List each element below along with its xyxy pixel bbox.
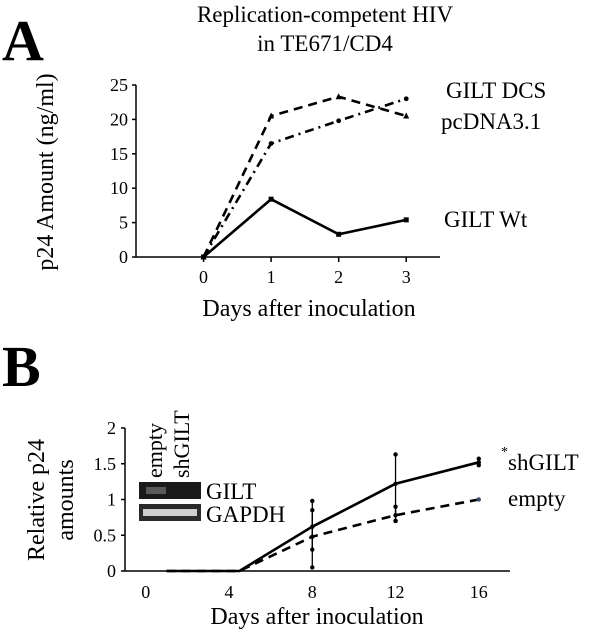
panel-a-x-tick: 0	[199, 267, 208, 287]
panel-b-y-tick: 1.5	[94, 454, 117, 474]
blot-gilt-band-highlight	[146, 487, 166, 494]
panel-b-point-empty	[310, 534, 315, 539]
panel-a-line-pcdna3-1	[202, 97, 407, 258]
panel-b-x-axis-label: Days after inoculation	[210, 604, 423, 630]
panel-b-x-tick: 16	[470, 582, 488, 602]
blot-band-label-gapdh: GAPDH	[206, 502, 285, 527]
panel-b-error-cap-empty	[393, 518, 398, 524]
panel-b-point-empty	[476, 497, 481, 502]
blot-lane-label-shgilt: shGILT	[169, 410, 194, 478]
panel-a-y-tick: 15	[110, 144, 128, 164]
panel-b-x-tick: 0	[141, 582, 150, 602]
panel-a-point-gilt-dcs	[268, 112, 275, 119]
panel-a-point-gilt-wt	[201, 254, 207, 260]
panel-a-x-tick: 1	[267, 267, 276, 287]
panel-a-point-gilt-wt	[403, 217, 409, 223]
panel-b-series-label-empty: empty	[508, 486, 566, 511]
panel-a-point-pcdna3-1	[403, 96, 409, 102]
panel-a-y-tick: 5	[119, 213, 128, 233]
blot-lane-label-empty: empty	[142, 423, 167, 478]
panel-b-y-tick: 0	[107, 561, 116, 581]
panel-a-point-pcdna3-1	[336, 118, 342, 124]
panel-b-point-shgilt	[393, 481, 398, 486]
blot-band-label-gilt: GILT	[206, 479, 256, 504]
panel-b-error-cap-shgilt	[476, 456, 481, 461]
panel-b-error-cap-shgilt	[310, 565, 315, 570]
panel-b-series-label-shgilt: shGILT	[508, 450, 579, 475]
panel-b-error-cap-empty	[310, 547, 315, 552]
panel-a: A Replication-competent HIV in TE671/CD4…	[2, 2, 546, 322]
panel-a-series-label-gilt-wt: GILT Wt	[444, 207, 528, 232]
panel-a-y-tick: 20	[110, 109, 128, 129]
panel-b-x-tick: 12	[387, 582, 405, 602]
panel-b-y-tick: 2	[107, 418, 116, 438]
panel-b-y-axis-label-line-2: amounts	[53, 459, 79, 540]
panel-a-point-gilt-dcs	[335, 93, 342, 100]
panel-a-point-gilt-wt	[336, 231, 342, 237]
panel-a-point-gilt-dcs	[403, 112, 410, 119]
panel-b-error-cap-empty	[310, 508, 315, 513]
panel-b: B Relative p24 amounts Days after inocul…	[2, 334, 579, 630]
blot-gapdh-band-signal	[143, 509, 197, 516]
panel-b-y-axis-label-line-1: Relative p24	[24, 439, 50, 561]
panel-a-title-line-2: in TE671/CD4	[257, 31, 393, 56]
panel-a-x-axis-label: Days after inoculation	[202, 296, 415, 322]
panel-b-x-tick: 8	[308, 582, 317, 602]
panel-b-y-tick: 1	[107, 490, 116, 510]
panel-a-title-line-1: Replication-competent HIV	[197, 2, 454, 27]
panel-b-significance-asterisk: *	[501, 445, 508, 460]
panel-a-point-gilt-wt	[268, 196, 274, 202]
panel-a-line-gilt-dcs	[202, 95, 407, 258]
panel-a-y-tick: 0	[119, 247, 128, 267]
panel-a-series-label-pcdna: pcDNA3.1	[441, 109, 541, 134]
panel-a-series-label-gilt-dcs: GILT DCS	[446, 78, 546, 103]
panel-a-letter: A	[2, 8, 44, 73]
panel-b-point-empty	[393, 513, 398, 518]
panel-b-error-cap-empty	[393, 504, 398, 509]
panel-b-x-tick: 4	[225, 582, 234, 602]
panel-a-x-tick: 2	[334, 267, 343, 287]
panel-b-y-tick: 0.5	[94, 525, 117, 545]
panel-a-y-tick: 10	[110, 178, 128, 198]
panel-b-letter: B	[2, 334, 41, 399]
panel-a-y-axis-label: p24 Amount (ng/ml)	[33, 73, 59, 270]
blot-gilt-band	[139, 482, 201, 499]
panel-a-x-tick: 3	[402, 267, 411, 287]
panel-a-y-tick: 25	[110, 75, 128, 95]
western-blot-inset: empty shGILT GILT GAPDH	[139, 410, 285, 527]
panel-a-point-pcdna3-1	[268, 141, 274, 146]
panel-b-error-cap-shgilt	[393, 452, 398, 457]
panel-b-error-cap-shgilt	[310, 498, 315, 504]
panel-b-point-shgilt	[476, 460, 481, 465]
panel-a-line-gilt-wt	[202, 197, 407, 258]
